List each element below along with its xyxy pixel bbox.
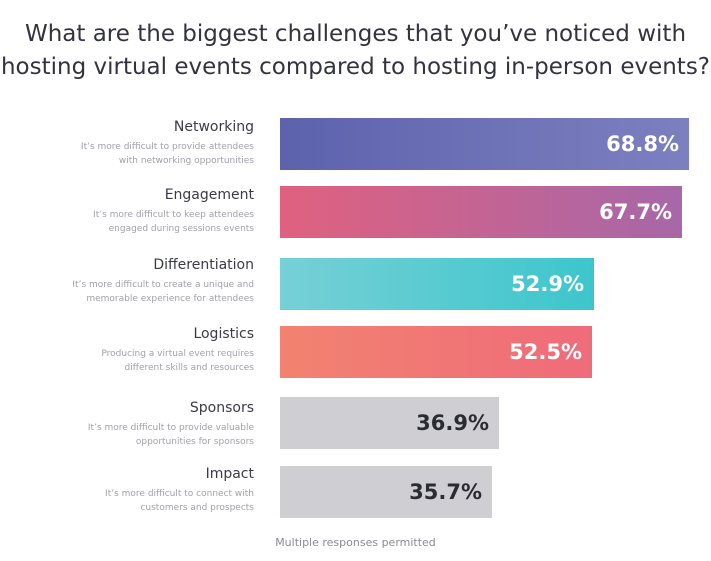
category-label-engagement: Engagement It’s more difficult to keep at… <box>40 186 254 236</box>
bar-sponsors: 36.9% <box>280 397 499 449</box>
category-label-impact: Impact It’s more difficult to connect wit… <box>40 465 254 515</box>
bar-value-label: 52.9% <box>511 272 584 296</box>
description-line: memorable experience for attendees <box>86 294 254 304</box>
description-line: It’s more difficult to provide attendees <box>80 142 254 152</box>
category-name: Sponsors <box>189 400 254 416</box>
category-description: It’s more difficult to keep attendees eng… <box>40 208 254 236</box>
chart-title-line-1: What are the biggest challenges that you… <box>24 21 687 47</box>
chart-title: What are the biggest challenges that you… <box>0 18 711 84</box>
category-name: Engagement <box>164 187 254 203</box>
category-description: It’s more difficult to provide valuable o… <box>40 421 254 449</box>
description-line: customers and prospects <box>140 503 254 513</box>
bar-value-label: 36.9% <box>416 411 489 435</box>
bar-engagement: 67.7% <box>280 186 682 238</box>
category-label-differentiation: Differentiation It’s more difficult to cr… <box>40 256 254 306</box>
footnote: Multiple responses permitted <box>275 536 436 549</box>
category-description: It’s more difficult to provide attendees… <box>40 140 254 168</box>
bar-differentiation: 52.9% <box>280 258 594 310</box>
category-name: Networking <box>173 119 254 135</box>
description-line: It’s more difficult to keep attendees <box>93 210 254 220</box>
description-line: It’s more difficult to connect with <box>105 489 254 499</box>
category-description: Producing a virtual event requires differ… <box>40 347 254 375</box>
description-line: different skills and resources <box>124 363 254 373</box>
bar-impact: 35.7% <box>280 466 492 518</box>
bar-value-label: 67.7% <box>599 200 672 224</box>
category-description: It’s more difficult to create a unique a… <box>40 278 254 306</box>
description-line: opportunities for sponsors <box>135 437 254 447</box>
description-line: It’s more difficult to create a unique a… <box>72 280 254 290</box>
description-line: Producing a virtual event requires <box>101 349 254 359</box>
category-description: It’s more difficult to connect with custo… <box>40 487 254 515</box>
category-label-logistics: Logistics Producing a virtual event requi… <box>40 325 254 375</box>
bar-value-label: 52.5% <box>509 340 582 364</box>
category-name: Differentiation <box>153 257 254 273</box>
category-label-networking: Networking It’s more difficult to provide… <box>40 118 254 168</box>
category-label-sponsors: Sponsors It’s more difficult to provide v… <box>40 399 254 449</box>
bar-networking: 68.8% <box>280 118 689 170</box>
description-line: engaged during sessions events <box>108 224 254 234</box>
category-name: Logistics <box>193 326 254 342</box>
bar-logistics: 52.5% <box>280 326 592 378</box>
bar-value-label: 68.8% <box>606 132 679 156</box>
category-name: Impact <box>205 466 254 482</box>
bar-value-label: 35.7% <box>409 480 482 504</box>
description-line: with networking opportunities <box>118 156 254 166</box>
chart-title-line-2: hosting virtual events compared to hosti… <box>0 54 711 80</box>
description-line: It’s more difficult to provide valuable <box>87 423 254 433</box>
